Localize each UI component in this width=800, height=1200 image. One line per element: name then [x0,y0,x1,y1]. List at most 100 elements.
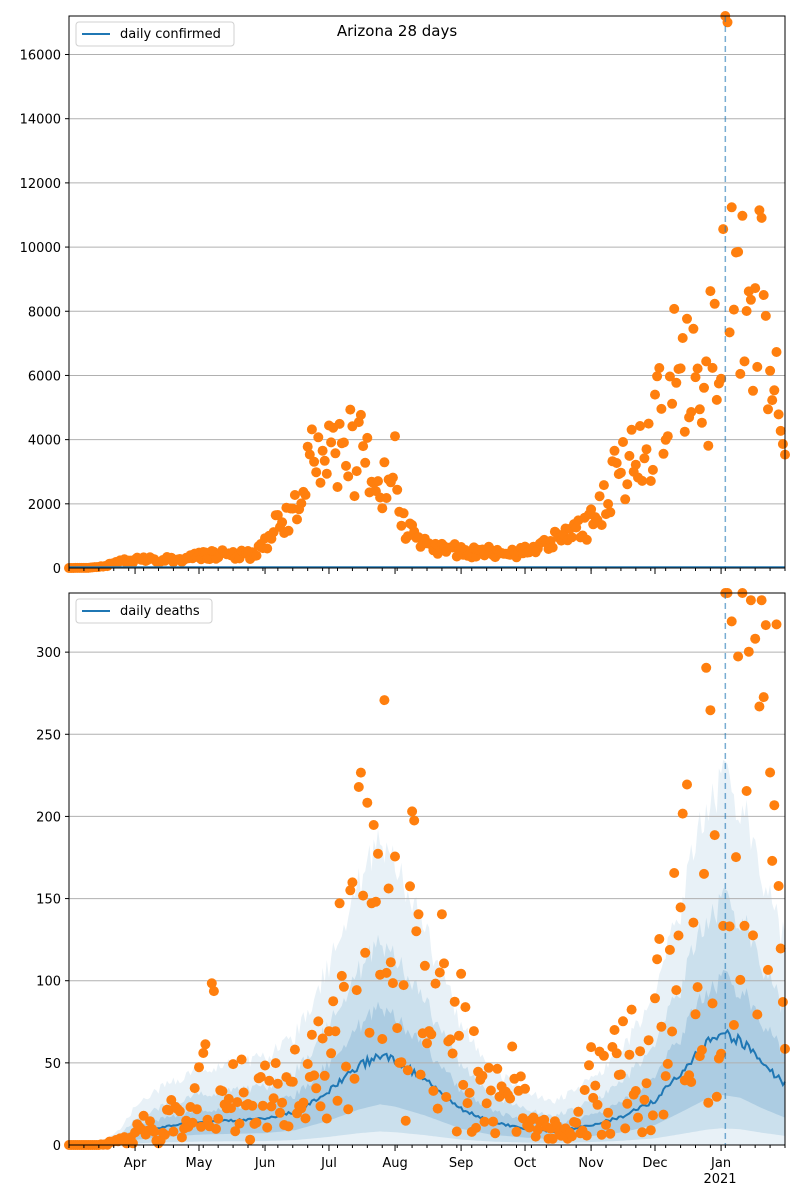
deaths-point [677,808,688,819]
deaths-point [226,1103,236,1114]
deaths-point [618,1016,628,1027]
deaths-point [439,958,449,969]
deaths-y-ticks: 0 50 100 150 200 250 300 [36,646,69,1154]
deaths-uncertainty-band [69,970,785,1145]
deaths-point [343,1104,354,1115]
confirmed-point [767,395,778,406]
deaths-point [769,800,780,811]
deaths-point [191,1104,202,1115]
confirmed-point [326,437,337,448]
confirmed-point [647,464,658,475]
deaths-point [598,1050,609,1061]
confirmed-point [656,403,667,414]
deaths-point [701,662,712,673]
deaths-point [379,695,390,706]
deaths-point [615,1069,626,1080]
deaths-point [765,767,776,778]
confirmed-point [360,457,371,468]
confirmed-point [319,455,330,466]
deaths-point [277,1097,288,1108]
x-axis-ticks: Apr May Jun Jul Aug Sep Oct Nov Dec Jan [68,568,786,1171]
deaths-point [603,1107,614,1118]
deaths-point [605,1128,616,1139]
confirmed-point [650,389,660,400]
confirmed-point [765,365,776,376]
confirmed-point [313,432,324,443]
confirmed-point [581,534,592,545]
deaths-point [532,1124,543,1135]
deaths-point [332,1095,343,1106]
deaths-point [760,620,771,631]
deaths-point [505,1093,516,1104]
confirmed-point [609,445,620,456]
deaths-point [739,920,750,931]
deaths-point [413,909,424,920]
deaths-point [671,985,682,996]
deaths-point [407,806,418,817]
deaths-point [266,1101,277,1112]
deaths-y-tick-label: 150 [36,893,61,908]
confirmed-y-tick-label: 0 [53,562,61,577]
deaths-point [362,797,373,808]
deaths-point [641,1078,652,1089]
deaths-point [405,881,415,892]
deaths-point [596,1129,607,1140]
deaths-point [447,1048,458,1059]
confirmed-y-tick-label: 10000 [20,241,61,256]
deaths-point [611,1048,622,1059]
deaths-point [639,1094,650,1105]
deaths-point [415,1069,426,1080]
deaths-point [321,1113,332,1124]
confirmed-point [686,407,697,417]
confirmed-point [677,333,688,343]
deaths-point [213,1113,224,1124]
deaths-point [460,1002,471,1013]
confirmed-point [345,404,356,415]
deaths-point [767,855,778,866]
deaths-point [449,996,460,1007]
deaths-legend: daily deaths [75,598,213,624]
deaths-point [716,1048,727,1059]
confirmed-point [343,471,354,482]
deaths-point [483,1062,494,1073]
deaths-point [432,1103,443,1114]
confirmed-point [773,409,784,420]
deaths-point [236,1054,247,1065]
confirmed-point [754,205,765,216]
deaths-point [377,1034,388,1044]
deaths-point [208,986,219,997]
confirmed-point [615,467,626,478]
confirmed-y-tick-label: 2000 [28,498,61,513]
deaths-point [481,1098,492,1109]
deaths-point [524,1122,535,1133]
confirmed-point [701,356,712,367]
confirmed-point [707,362,718,373]
deaths-point [398,980,409,991]
deaths-point [360,947,371,958]
deaths-point [763,964,773,975]
deaths-point [370,896,381,907]
confirmed-point [756,212,767,223]
x-tick-label: Jun [254,1156,275,1171]
deaths-point [174,1106,185,1117]
deaths-point [743,646,754,657]
x-tick-label: May [186,1156,213,1171]
deaths-point [381,967,392,978]
deaths-point [260,1060,270,1071]
deaths-point [436,909,447,920]
confirmed-point [594,491,605,502]
confirmed-point [618,437,628,447]
deaths-point [383,883,394,894]
deaths-point [547,1133,558,1144]
deaths-point [622,1098,633,1109]
deaths-point [419,960,430,971]
deaths-point [247,1100,258,1111]
deaths-point [654,934,665,944]
confirmed-y-tick-label: 8000 [28,305,61,320]
deaths-point [758,692,769,703]
confirmed-point [630,459,641,470]
x-tick-label: Nov [578,1156,604,1171]
confirmed-point [332,482,343,492]
deaths-gridlines [69,651,785,1064]
confirmed-point [341,460,351,471]
